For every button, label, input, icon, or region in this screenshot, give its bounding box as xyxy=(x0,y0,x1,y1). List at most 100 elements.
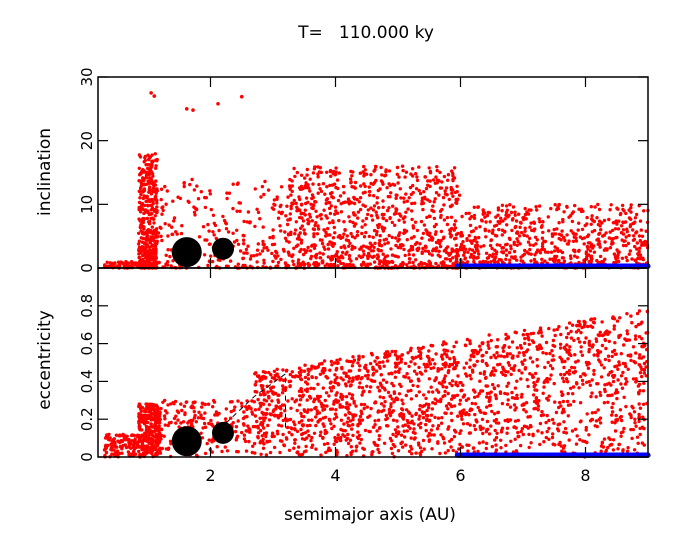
particle-point xyxy=(375,201,379,205)
particle-point xyxy=(225,196,229,201)
particle-point xyxy=(525,378,529,382)
particle-point xyxy=(523,367,527,371)
particle-point xyxy=(311,203,316,207)
particle-point xyxy=(362,389,366,393)
particle-point xyxy=(460,411,464,416)
particle-point xyxy=(379,402,384,406)
particle-point xyxy=(611,438,616,442)
particle-point xyxy=(149,422,153,426)
particle-point xyxy=(341,433,345,437)
particle-point xyxy=(162,414,167,418)
particle-point xyxy=(270,206,274,210)
particle-point xyxy=(144,199,148,204)
particle-point xyxy=(637,356,641,360)
particle-point xyxy=(436,369,440,373)
particle-point xyxy=(244,247,249,252)
particle-point xyxy=(376,188,380,193)
particle-point xyxy=(232,408,236,412)
particle-point xyxy=(401,243,405,248)
particle-point xyxy=(616,227,621,231)
particle-point xyxy=(160,446,164,451)
particle-point xyxy=(585,412,589,416)
particle-point xyxy=(594,337,598,341)
particle-point xyxy=(339,210,344,214)
particle-point xyxy=(417,407,422,412)
particle-point xyxy=(550,417,555,422)
particle-point xyxy=(559,390,564,394)
particle-point xyxy=(356,430,360,434)
particle-point xyxy=(452,428,457,432)
particle-point xyxy=(505,402,510,407)
particle-point xyxy=(326,226,330,231)
particle-point xyxy=(626,446,630,450)
particle-point xyxy=(283,417,288,421)
particle-point xyxy=(112,437,117,441)
particle-point xyxy=(531,360,535,364)
particle-point xyxy=(338,405,342,409)
particle-point xyxy=(293,441,297,445)
particle-point xyxy=(370,218,375,222)
particle-point xyxy=(389,404,393,409)
particle-point xyxy=(394,434,398,438)
particle-point xyxy=(439,421,444,425)
particle-point xyxy=(503,373,508,378)
particle-point xyxy=(552,227,556,232)
particle-point xyxy=(500,401,505,406)
particle-point xyxy=(423,175,428,179)
particle-point xyxy=(369,406,373,411)
particle-point xyxy=(372,245,376,249)
particle-point xyxy=(142,409,147,413)
particle-point xyxy=(523,358,527,362)
particle-point xyxy=(299,370,303,374)
particle-point xyxy=(186,421,190,425)
particle-point xyxy=(176,418,180,422)
particle-point xyxy=(355,230,360,234)
particle-point xyxy=(286,263,290,268)
particle-point xyxy=(413,201,417,205)
particle-point xyxy=(150,443,154,448)
particle-point xyxy=(429,366,433,371)
particle-point xyxy=(427,377,432,381)
particle-point xyxy=(426,232,430,236)
particle-point xyxy=(158,449,162,453)
particle-point xyxy=(443,393,447,398)
particle-point xyxy=(308,189,312,193)
particle-point xyxy=(304,196,309,200)
particle-point xyxy=(596,408,600,412)
particle-point xyxy=(357,418,361,422)
particle-point xyxy=(333,380,337,385)
particle-point xyxy=(520,371,524,375)
particle-point xyxy=(589,222,593,226)
particle-point xyxy=(644,229,648,233)
particle-point xyxy=(372,169,376,173)
particle-point xyxy=(422,190,426,194)
particle-point xyxy=(452,223,457,227)
particle-point xyxy=(611,237,615,241)
particle-point xyxy=(455,190,459,194)
particle-point xyxy=(561,376,565,380)
particle-point xyxy=(641,389,646,393)
particle-point xyxy=(292,446,296,450)
particle-point xyxy=(116,264,121,268)
particle-point xyxy=(139,236,143,240)
particle-point xyxy=(147,245,152,249)
particle-point xyxy=(512,368,516,372)
particle-point xyxy=(290,370,294,374)
particle-point xyxy=(338,357,342,361)
particle-point xyxy=(587,433,591,437)
particle-point xyxy=(638,406,643,410)
particle-point xyxy=(572,338,576,343)
particle-point xyxy=(141,453,145,457)
particle-point xyxy=(147,198,151,202)
particle-point xyxy=(610,413,614,417)
particle-point xyxy=(507,250,512,255)
particle-point xyxy=(367,234,372,239)
particle-point xyxy=(299,202,304,206)
particle-point xyxy=(276,254,280,258)
particle-point xyxy=(233,405,237,409)
particle-point xyxy=(431,178,436,182)
particle-point xyxy=(625,332,630,336)
particle-point xyxy=(105,260,109,264)
particle-point xyxy=(369,214,374,218)
particle-point xyxy=(458,381,462,385)
